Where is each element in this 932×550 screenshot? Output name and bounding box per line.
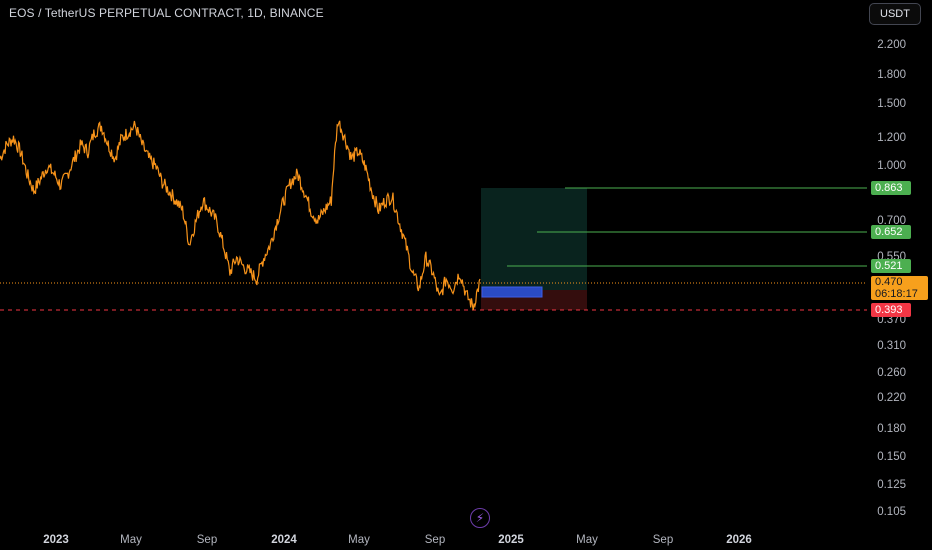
price-axis[interactable]: 2.200 1.800 1.500 1.200 1.000 0.700 0.55… [867, 0, 932, 530]
price-tick: 1.200 [877, 132, 906, 144]
price-tick: 0.105 [877, 506, 906, 518]
price-tick: 0.310 [877, 340, 906, 352]
symbol-title[interactable]: EOS / TetherUS PERPETUAL CONTRACT, 1D, B… [9, 6, 324, 20]
tp2-price-label: 0.652 [871, 225, 911, 239]
time-tick: Sep [196, 534, 218, 546]
tp1-price-label: 0.863 [871, 181, 911, 195]
stop-price-label: 0.393 [871, 303, 911, 317]
time-tick: 2024 [271, 534, 297, 546]
time-tick: 2026 [726, 534, 752, 546]
price-tick: 0.150 [877, 451, 906, 463]
current-price-label: 0.470 06:18:17 [871, 276, 928, 300]
price-tick: 0.700 [877, 215, 906, 227]
price-tick: 1.500 [877, 98, 906, 110]
currency-button[interactable]: USDT [869, 3, 921, 25]
time-tick: 2023 [43, 534, 69, 546]
bar-countdown: 06:18:17 [875, 287, 918, 300]
price-line [0, 120, 481, 311]
price-tick: 0.220 [877, 392, 906, 404]
time-tick: May [348, 534, 370, 546]
lightning-icon[interactable]: ⚡ [470, 508, 490, 528]
time-tick: 2025 [498, 534, 524, 546]
time-tick: May [120, 534, 142, 546]
time-tick: Sep [424, 534, 446, 546]
price-tick: 0.125 [877, 479, 906, 491]
price-chart[interactable] [0, 0, 867, 530]
price-tick: 1.000 [877, 160, 906, 172]
time-tick: Sep [652, 534, 674, 546]
price-tick: 2.200 [877, 39, 906, 51]
chart-pane[interactable] [0, 0, 867, 530]
profit-zone [481, 188, 587, 290]
price-tick: 0.180 [877, 423, 906, 435]
time-axis[interactable]: 2023 May Sep 2024 May Sep 2025 May Sep 2… [0, 530, 867, 550]
time-tick: May [576, 534, 598, 546]
tp3-price-label: 0.521 [871, 259, 911, 273]
price-tick: 0.370 [877, 314, 906, 326]
current-price-value: 0.470 [875, 276, 903, 288]
entry-box [481, 286, 543, 298]
price-tick: 0.260 [877, 367, 906, 379]
price-tick: 1.800 [877, 69, 906, 81]
